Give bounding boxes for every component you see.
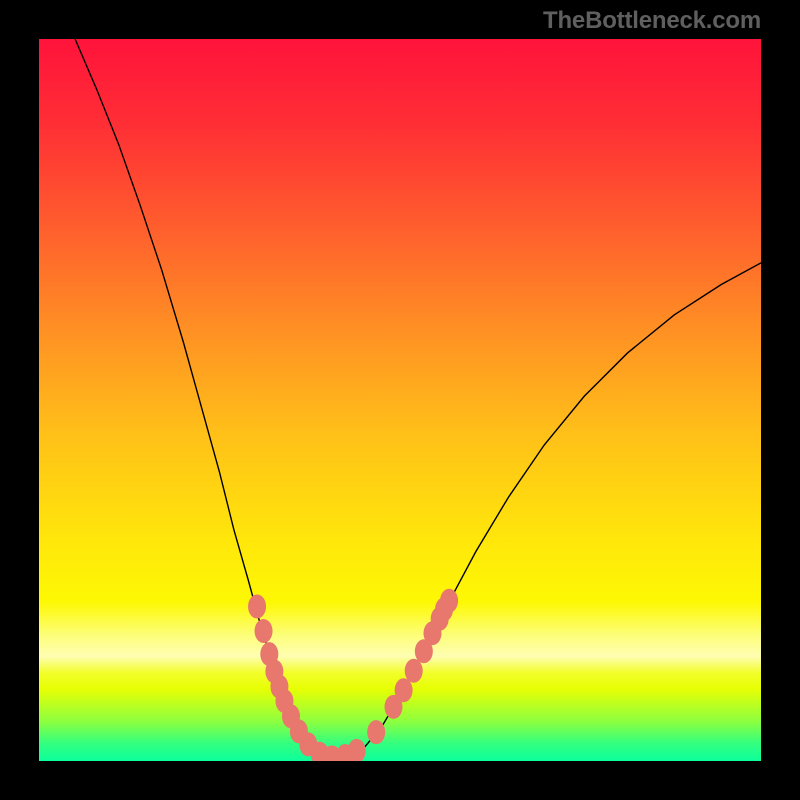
marker-point bbox=[405, 659, 423, 683]
chart-container: TheBottleneck.com bbox=[0, 0, 800, 800]
marker-point bbox=[255, 619, 273, 643]
curve-markers bbox=[248, 589, 458, 761]
plot-svg bbox=[39, 39, 761, 761]
marker-point bbox=[440, 589, 458, 613]
plot-area bbox=[39, 39, 761, 761]
marker-point bbox=[348, 739, 366, 761]
watermark-text: TheBottleneck.com bbox=[543, 7, 761, 35]
marker-point bbox=[367, 720, 385, 744]
marker-point bbox=[248, 594, 266, 618]
marker-point bbox=[395, 678, 413, 702]
